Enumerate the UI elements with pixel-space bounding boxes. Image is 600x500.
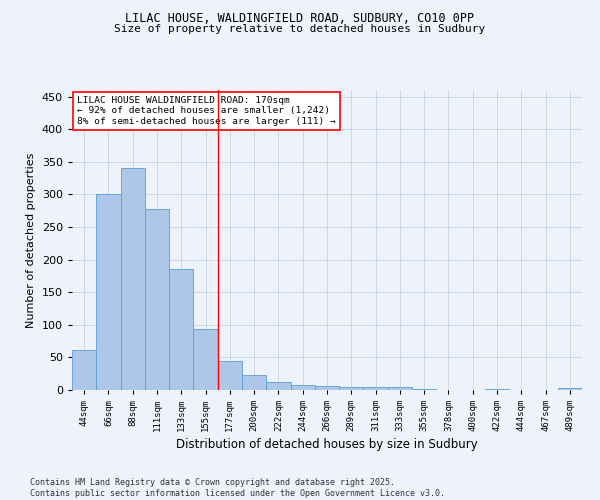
Y-axis label: Number of detached properties: Number of detached properties	[26, 152, 36, 328]
Bar	[145, 208, 169, 390]
Text: LILAC HOUSE WALDINGFIELD ROAD: 170sqm
← 92% of detached houses are smaller (1,24: LILAC HOUSE WALDINGFIELD ROAD: 170sqm ← …	[77, 96, 336, 126]
Bar	[169, 270, 193, 390]
Text: LILAC HOUSE, WALDINGFIELD ROAD, SUDBURY, CO10 0PP: LILAC HOUSE, WALDINGFIELD ROAD, SUDBURY,…	[125, 12, 475, 26]
Bar	[339, 386, 364, 390]
Text: Contains HM Land Registry data © Crown copyright and database right 2025.
Contai: Contains HM Land Registry data © Crown c…	[30, 478, 445, 498]
Bar	[558, 388, 582, 390]
Bar	[218, 360, 242, 390]
Bar	[193, 330, 218, 390]
Bar	[72, 350, 96, 390]
Bar	[266, 382, 290, 390]
Bar	[388, 388, 412, 390]
Bar	[412, 388, 436, 390]
Bar	[364, 386, 388, 390]
Bar	[242, 375, 266, 390]
Bar	[290, 386, 315, 390]
Bar	[96, 194, 121, 390]
Bar	[121, 168, 145, 390]
X-axis label: Distribution of detached houses by size in Sudbury: Distribution of detached houses by size …	[176, 438, 478, 451]
Bar	[315, 386, 339, 390]
Text: Size of property relative to detached houses in Sudbury: Size of property relative to detached ho…	[115, 24, 485, 34]
